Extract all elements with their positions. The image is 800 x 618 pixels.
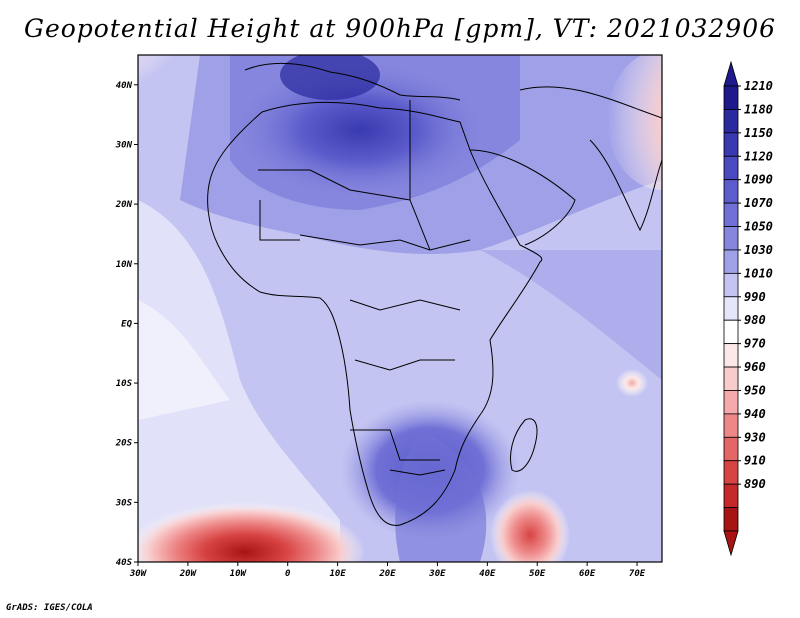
colorbar-swatch (723, 179, 739, 204)
x-tick-label: 20E (378, 569, 396, 579)
colorbar-swatch (723, 155, 739, 181)
colorbar-label: 970 (744, 337, 766, 351)
colorbar-label: 1120 (744, 149, 773, 163)
colorbar-swatch (723, 343, 739, 368)
colorbar-swatch (723, 296, 739, 321)
colorbar-label: 960 (744, 360, 766, 374)
y-axis: 40N 30N 20N 10N EQ 10S 20S 30S 40S (115, 81, 138, 568)
x-tick-label: 40E (479, 569, 496, 579)
colorbar-bottom-arrow (723, 530, 739, 557)
colorbar-label: 1180 (744, 102, 773, 116)
y-tick-label: EQ (121, 319, 132, 329)
colorbar-swatch (723, 413, 739, 438)
colorbar-swatch (723, 109, 739, 134)
y-tick-label: 20N (115, 200, 133, 210)
colorbar-swatch (723, 483, 739, 508)
colorbar-label: 950 (744, 383, 766, 397)
colorbar-label: 1010 (744, 266, 773, 280)
x-tick-label: 30E (428, 569, 446, 579)
coastlines (207, 63, 662, 526)
colorbar-swatch (723, 507, 739, 532)
y-tick-label: 40N (116, 81, 133, 91)
colorbar-label: 890 (744, 477, 766, 491)
y-tick-label: 30N (115, 140, 133, 150)
colorbar-label: 910 (744, 454, 766, 468)
colorbar-label: 1150 (744, 126, 773, 140)
colorbar-swatch (723, 319, 739, 345)
colorbar-swatch (723, 436, 739, 462)
colorbar-swatch (723, 460, 739, 485)
x-tick-label: 0 (285, 569, 291, 579)
colorbar-swatch (723, 390, 739, 415)
credit-text: GrADS: IGES/COLA (6, 603, 93, 613)
map-frame (137, 54, 663, 563)
x-tick-label: 50E (529, 569, 546, 579)
colorbar-swatch (723, 85, 739, 110)
colorbar-swatch (723, 366, 739, 391)
colorbar-label: 1070 (744, 196, 773, 210)
x-tick-label: 60E (579, 569, 596, 579)
x-tick-label: 10W (230, 569, 248, 579)
colorbar-swatch (723, 249, 739, 274)
y-tick-label: 20S (115, 439, 133, 449)
y-tick-label: 40S (116, 558, 133, 568)
colorbar-swatch (723, 226, 739, 251)
y-tick-label: 10S (116, 379, 133, 389)
colorbar-label: 990 (744, 290, 766, 304)
colorbar-label: 1210 (744, 79, 773, 93)
geopotential-field (138, 55, 662, 562)
chart-title: Geopotential Height at 900hPa [gpm], VT:… (23, 14, 777, 43)
colorbar-label: 940 (744, 407, 766, 421)
colorbar-swatch (723, 202, 739, 227)
colorbar-swatch (723, 272, 739, 298)
colorbar-label: 930 (744, 430, 766, 444)
colorbar-label: 1030 (744, 243, 773, 257)
colorbar-swatch (723, 132, 739, 157)
y-tick-label: 10N (116, 260, 133, 270)
y-tick-label: 30S (115, 498, 133, 508)
x-tick-label: 70E (629, 569, 646, 579)
colorbar-top-arrow (723, 60, 739, 87)
colorbar-label: 1090 (744, 173, 773, 187)
x-tick-label: 30W (129, 569, 148, 579)
x-tick-label: 10E (329, 569, 346, 579)
colorbar: 1210 1180 1150 1120 1090 1070 1050 1030 1010 990 9… (723, 60, 773, 557)
colorbar-label: 1050 (744, 220, 773, 234)
colorbar-label: 980 (744, 313, 766, 327)
x-tick-label: 20W (179, 569, 198, 579)
x-axis: 30W 20W 10W 0 10E 20E 30E 40E 50E 60E 70E (129, 562, 646, 579)
